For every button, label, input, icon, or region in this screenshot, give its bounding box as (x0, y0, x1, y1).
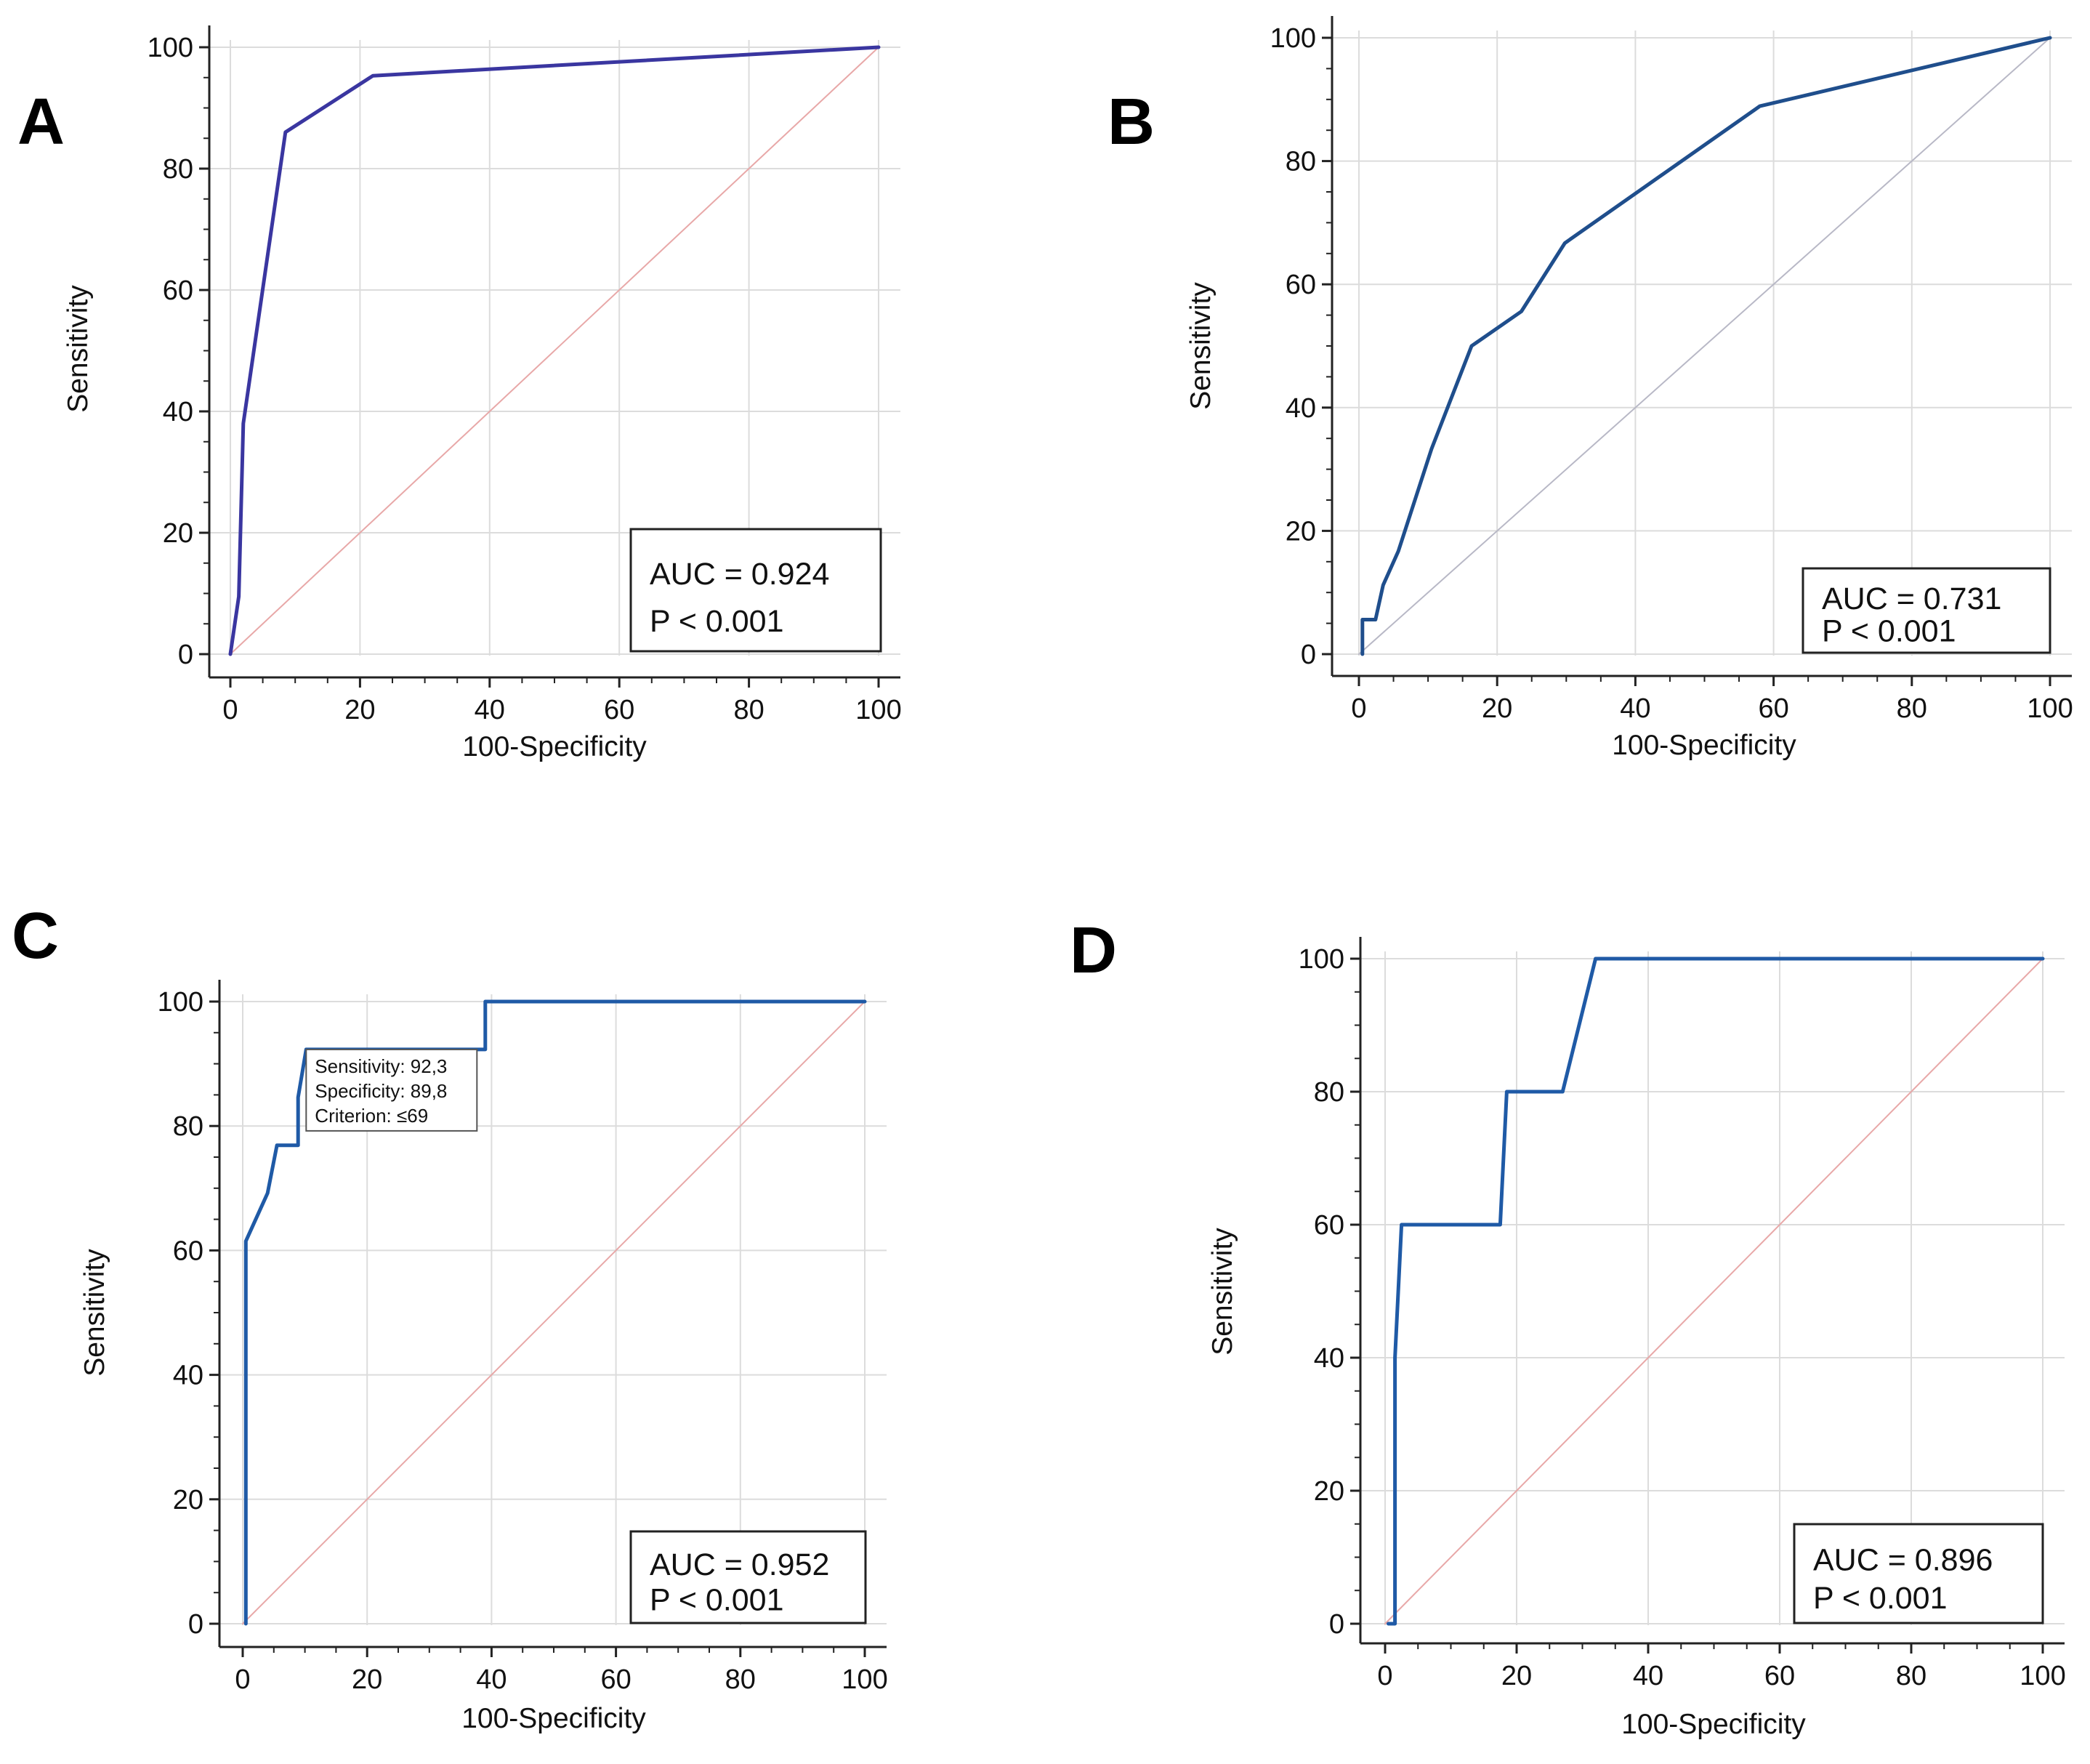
auc-stats-box (629, 528, 882, 653)
p-value: P < 0.001 (650, 1582, 784, 1617)
p-value: P < 0.001 (1822, 613, 1956, 648)
y-tick-label: 100 (158, 987, 203, 1018)
x-tick-label: 100 (2027, 693, 2073, 724)
y-axis-label: Sensitivity (79, 1249, 110, 1377)
y-tick-label: 80 (1286, 147, 1316, 177)
roc-chart-b: 0 20 40 60 80 100 0 20 40 60 80 100 100-Specificity S… (1185, 16, 2073, 761)
roc-curve (1387, 956, 2045, 1626)
reference-diagonal-line (242, 1001, 866, 1624)
x-axis-label: 100-Specificity (462, 731, 647, 762)
x-tick-label: 80 (1896, 1661, 1926, 1691)
auc-value: AUC = 0.731 (1822, 581, 2001, 616)
panel-letter-d: D (1070, 914, 1117, 987)
y-tick-label: 0 (1329, 1609, 1344, 1640)
roc-curve (1360, 36, 2052, 656)
x-tick-label: 100 (2020, 1661, 2065, 1691)
y-tick-label: 100 (1270, 23, 1316, 54)
y-tick-label: 0 (188, 1609, 203, 1640)
y-tick-label: 80 (163, 154, 193, 185)
y-tick-label: 20 (1286, 516, 1316, 547)
auc-stats-box (1793, 1523, 2044, 1624)
x-tick-label: 60 (1764, 1661, 1795, 1691)
x-axis-label: 100-Specificity (461, 1703, 646, 1734)
y-tick-label: 60 (163, 275, 193, 306)
criterion-tooltip-line: Criterion: ≤69 (315, 1105, 428, 1127)
y-axis-label: Sensitivity (1207, 1228, 1238, 1356)
roc-chart-d: 0 20 40 60 80 100 0 20 40 60 80 100 100-Specificity S… (1207, 937, 2066, 1740)
auc-stats-box (629, 1530, 867, 1624)
auc-value: AUC = 0.924 (650, 557, 829, 592)
roc-curve (228, 45, 881, 656)
auc-stats-box (1801, 567, 2051, 654)
criterion-tooltip-line: Sensitivity: 92,3 (315, 1055, 447, 1077)
panel-letter-c: C (12, 900, 59, 972)
y-tick-label: 60 (1286, 270, 1316, 300)
y-tick-label: 20 (163, 518, 193, 549)
panel-letter-b: B (1107, 86, 1155, 158)
x-tick-label: 60 (600, 1664, 631, 1695)
x-tick-label: 80 (725, 1664, 756, 1695)
x-axis-label: 100-Specificity (1621, 1709, 1806, 1740)
roc-curve (243, 999, 867, 1626)
y-tick-label: 60 (173, 1236, 203, 1266)
x-tick-label: 80 (733, 695, 764, 725)
p-value: P < 0.001 (1813, 1581, 1948, 1616)
y-tick-label: 20 (173, 1485, 203, 1515)
x-tick-label: 60 (1758, 693, 1788, 724)
x-tick-label: 80 (1897, 693, 1927, 724)
x-tick-label: 40 (1620, 693, 1650, 724)
x-axis-label: 100-Specificity (1612, 730, 1796, 761)
reference-diagonal-line (1384, 958, 2043, 1624)
x-tick-label: 0 (1377, 1661, 1392, 1691)
x-tick-label: 20 (1482, 693, 1512, 724)
auc-value: AUC = 0.952 (650, 1547, 829, 1582)
reference-diagonal-line (230, 47, 879, 655)
x-tick-label: 40 (475, 695, 505, 725)
x-tick-label: 40 (476, 1664, 507, 1695)
y-tick-label: 20 (1314, 1476, 1344, 1507)
x-tick-label: 0 (1351, 693, 1366, 724)
roc-chart-c: 0 20 40 60 80 100 0 20 40 60 80 100 100-Specificity S… (79, 980, 888, 1734)
y-tick-label: 40 (173, 1361, 203, 1391)
reference-diagonal-line (1358, 37, 2051, 655)
x-tick-label: 20 (1501, 1661, 1532, 1691)
x-tick-label: 100 (855, 695, 901, 725)
x-tick-label: 40 (1633, 1661, 1663, 1691)
y-axis-label: Sensitivity (62, 285, 94, 413)
y-axis-label: Sensitivity (1185, 282, 1217, 410)
y-tick-label: 0 (1301, 640, 1316, 670)
x-tick-label: 0 (235, 1664, 250, 1695)
panel-letter-a: A (17, 86, 65, 158)
y-tick-label: 40 (1286, 393, 1316, 424)
y-tick-label: 40 (1314, 1343, 1344, 1374)
x-tick-label: 100 (842, 1664, 887, 1695)
criterion-tooltip-box (305, 1048, 478, 1132)
auc-value: AUC = 0.896 (1813, 1543, 1993, 1578)
y-tick-label: 0 (178, 640, 193, 670)
roc-chart-a: 0 20 40 60 80 100 0 20 40 60 80 100 100-Specificity S… (62, 25, 902, 762)
x-tick-label: 20 (352, 1664, 382, 1695)
x-tick-label: 60 (604, 695, 634, 725)
y-tick-label: 100 (1299, 944, 1344, 975)
y-tick-label: 80 (173, 1111, 203, 1142)
y-tick-label: 80 (1314, 1077, 1344, 1108)
y-tick-label: 60 (1314, 1210, 1344, 1241)
x-tick-label: 0 (222, 695, 238, 725)
criterion-tooltip-line: Specificity: 89,8 (315, 1080, 447, 1102)
x-tick-label: 20 (344, 695, 375, 725)
y-tick-label: 40 (163, 397, 193, 427)
p-value: P < 0.001 (650, 604, 784, 639)
y-tick-label: 100 (148, 33, 193, 63)
